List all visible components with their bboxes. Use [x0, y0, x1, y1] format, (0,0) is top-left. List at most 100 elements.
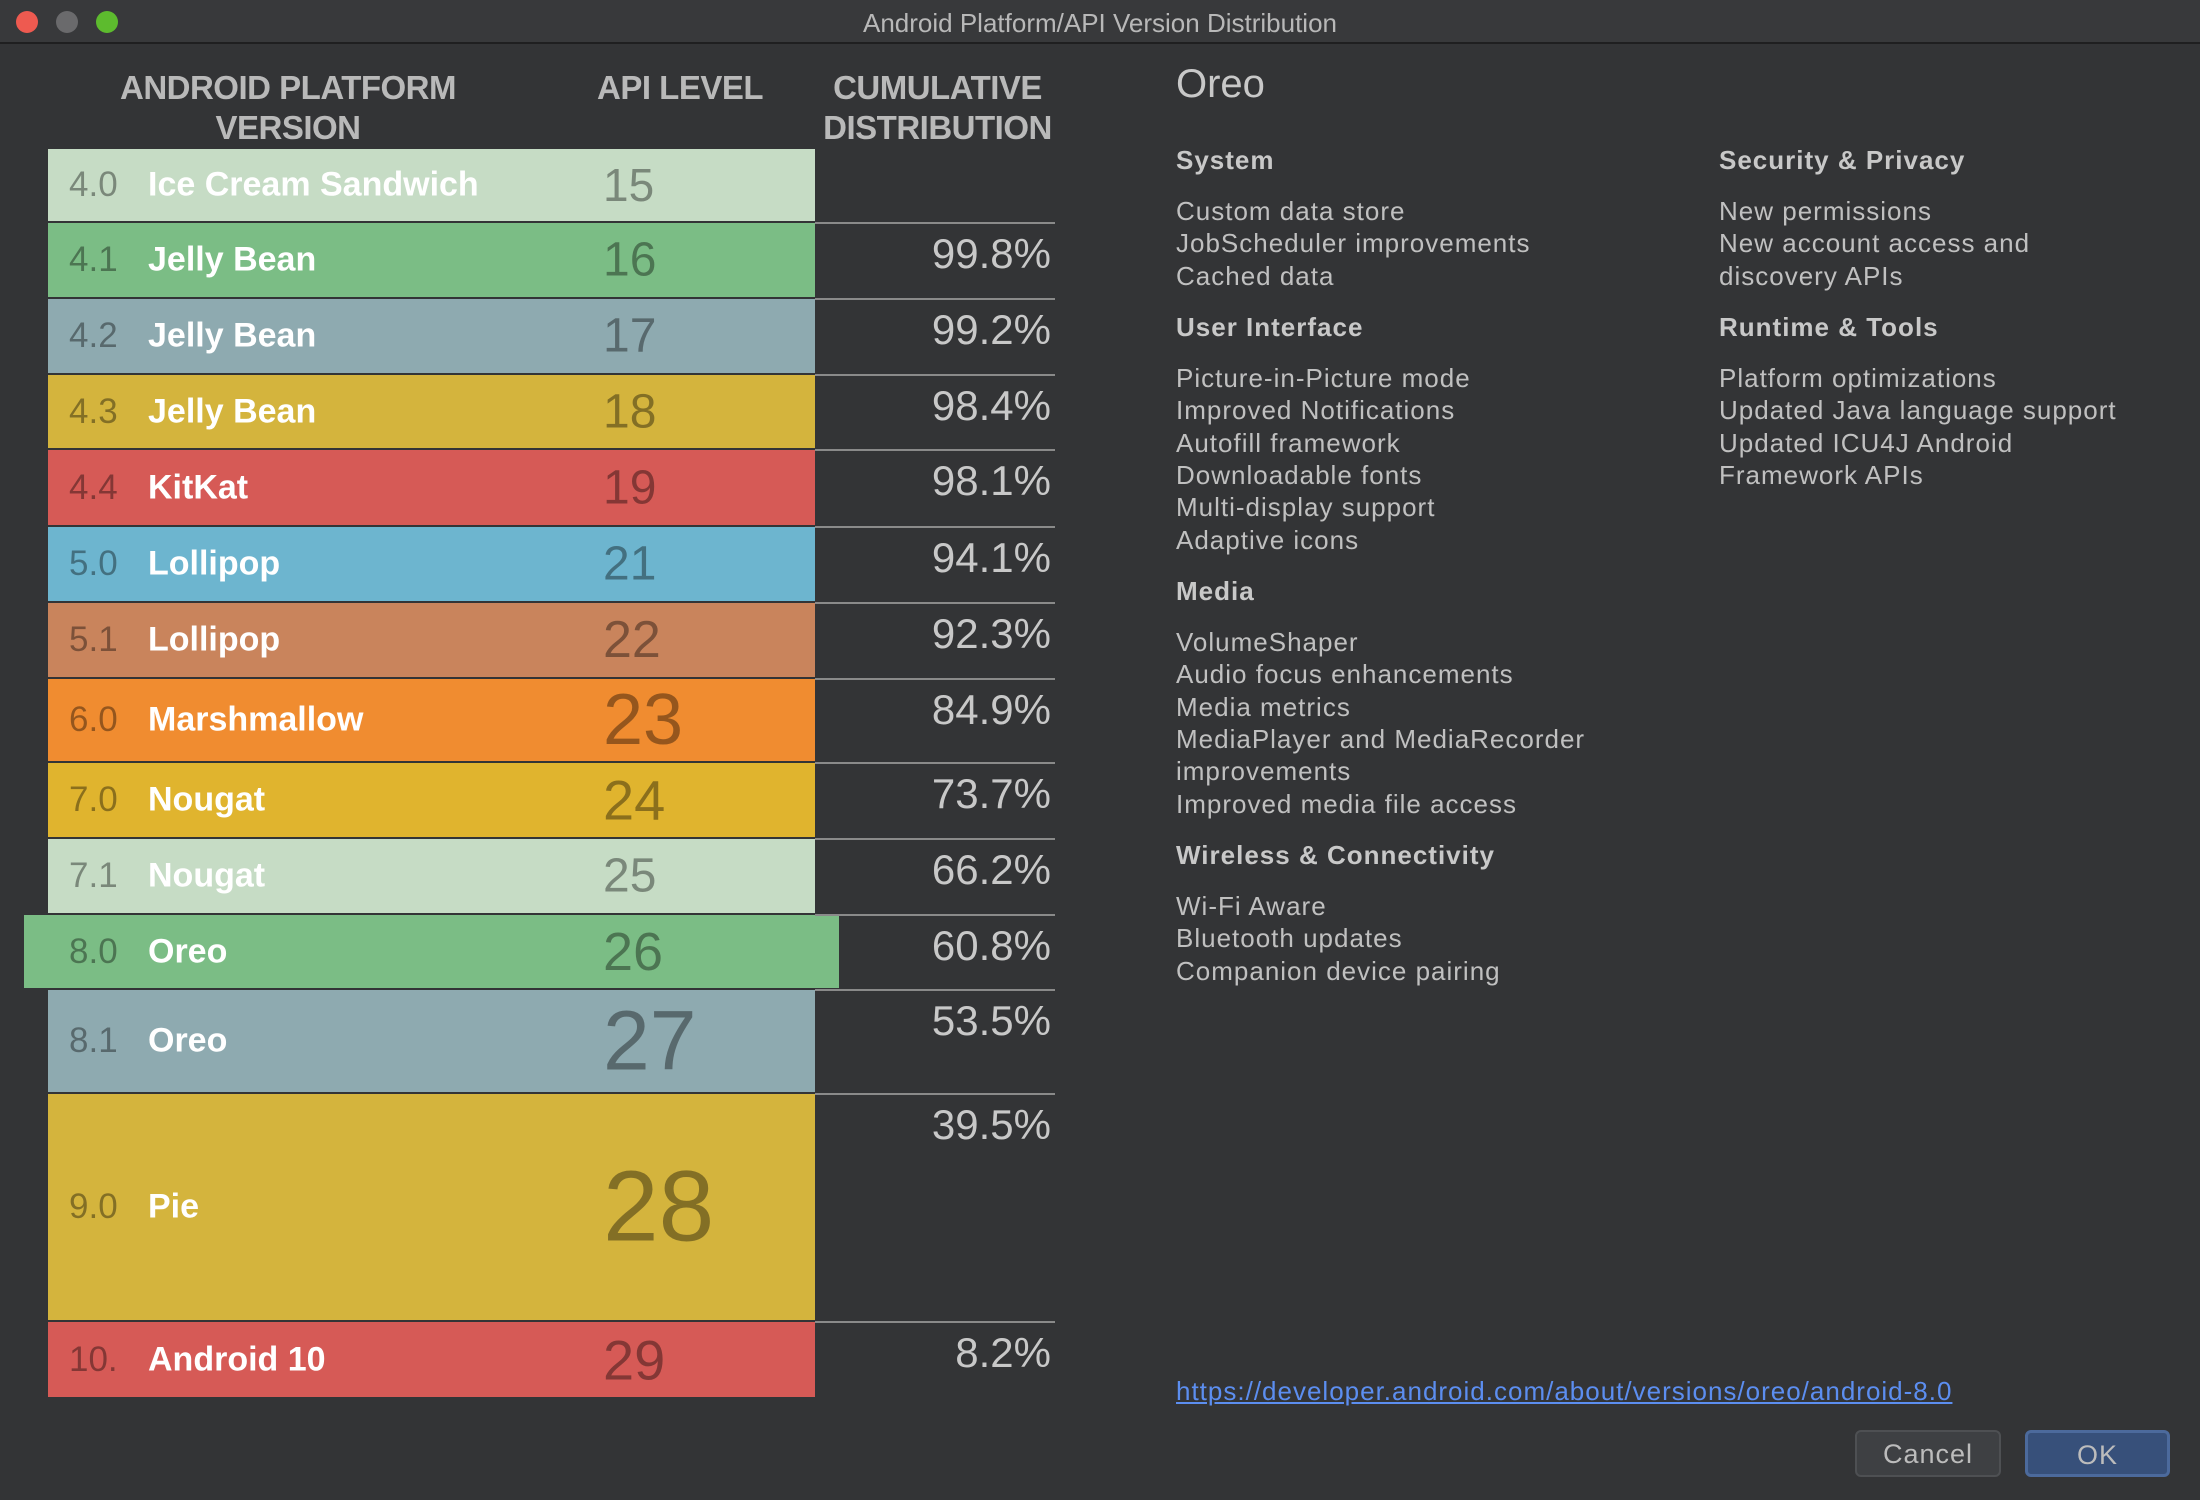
cancel-button[interactable]: Cancel — [1855, 1430, 2001, 1477]
version-name: Jelly Bean — [148, 392, 317, 430]
version-name: Lollipop — [148, 620, 281, 659]
version-row[interactable]: 5.0 Lollipop 21 — [48, 527, 815, 601]
ui-feature-item: Picture-in-Picture mode — [1176, 363, 1471, 393]
version-row[interactable]: 9.0 Pie 28 — [48, 1094, 815, 1320]
system-feature-item: JobScheduler improvements — [1176, 228, 1531, 259]
version-name: Lollipop — [148, 544, 281, 583]
api-level: 23 — [603, 680, 684, 760]
ui-feature-item: Adaptive icons — [1176, 524, 1360, 555]
media-feature-item: improvements — [1176, 756, 1352, 787]
version-number: 7.1 — [69, 856, 118, 895]
version-name: Jelly Bean — [148, 240, 317, 279]
ui-feature-item: Autofill framework — [1176, 427, 1401, 458]
cumulative-distribution: 60.8% — [815, 914, 1055, 970]
wireless-heading: Wireless & Connectivity — [1176, 840, 1495, 870]
version-number: 4.1 — [69, 240, 118, 279]
version-row[interactable]: 4.1 Jelly Bean 16 — [48, 223, 815, 297]
media-feature-item: Improved media file access — [1176, 788, 1518, 819]
media-feature-item: Media metrics — [1176, 691, 1351, 722]
api-level: 27 — [603, 993, 697, 1088]
wireless-feature-item: Bluetooth updates — [1176, 923, 1403, 954]
runtime-feature-item: Updated Java language support — [1719, 395, 2117, 426]
version-row[interactable]: 4.3 Jelly Bean 18 — [48, 375, 815, 448]
security-feature-item: New permissions — [1719, 196, 1932, 226]
api-level: 26 — [603, 921, 664, 982]
version-row[interactable]: 8.1 Oreo 27 — [48, 990, 815, 1092]
version-name: Ice Cream Sandwich — [148, 165, 479, 204]
cumulative-distribution: 84.9% — [815, 678, 1055, 734]
ui-feature-item: Multi-display support — [1176, 492, 1436, 523]
version-name: Oreo — [148, 932, 228, 970]
runtime-feature-item: Framework APIs — [1719, 459, 1924, 490]
version-row[interactable]: 7.1 Nougat 25 — [48, 839, 815, 913]
wireless-feature-item: Companion device pairing — [1176, 955, 1501, 986]
version-name: Marshmallow — [148, 700, 364, 739]
api-level: 16 — [603, 233, 657, 287]
version-name: KitKat — [148, 468, 249, 506]
security-heading: Security & Privacy — [1719, 145, 1966, 175]
close-window-button[interactable] — [16, 11, 38, 33]
cumulative-distribution: 8.2% — [815, 1321, 1055, 1377]
media-feature-item: VolumeShaper — [1176, 627, 1359, 657]
version-name: Pie — [148, 1187, 200, 1226]
version-row[interactable]: 4.4 KitKat 19 — [48, 450, 815, 525]
version-row[interactable]: 6.0 Marshmallow 23 — [48, 679, 815, 761]
api-level: 25 — [603, 849, 657, 903]
api-level: 29 — [603, 1328, 666, 1391]
version-row[interactable]: 10. Android 10 29 — [48, 1322, 815, 1397]
ok-button[interactable]: OK — [2025, 1430, 2170, 1477]
api-level: 24 — [603, 768, 666, 832]
window-title: Android Platform/API Version Distributio… — [863, 8, 1337, 38]
version-name: Android 10 — [148, 1340, 326, 1378]
cumulative-distribution: 99.2% — [815, 298, 1055, 354]
media-feature-item: Audio focus enhancements — [1176, 659, 1514, 690]
details-title: Oreo — [1176, 62, 1265, 106]
title-bar: Android Platform/API Version Distributio… — [0, 0, 2200, 44]
version-name: Jelly Bean — [148, 316, 317, 355]
header-cumulative: CUMULATIVE DISTRIBUTION — [823, 69, 1052, 146]
cumulative-distribution: 92.3% — [815, 602, 1055, 658]
docs-link[interactable]: https://developer.android.com/about/vers… — [1176, 1376, 1953, 1406]
wireless-feature-item: Wi-Fi Aware — [1176, 891, 1327, 921]
cumulative-distribution: 39.5% — [815, 1093, 1055, 1149]
version-name: Oreo — [148, 1021, 228, 1060]
minimize-window-button[interactable] — [56, 11, 78, 33]
cumulative-distribution: 53.5% — [815, 989, 1055, 1045]
cumulative-distribution: 94.1% — [815, 526, 1055, 582]
media-feature-item: MediaPlayer and MediaRecorder — [1176, 723, 1586, 754]
version-row[interactable]: 5.1 Lollipop 22 — [48, 603, 815, 677]
version-number: 10. — [69, 1339, 118, 1379]
version-number: 6.0 — [69, 700, 118, 739]
api-level: 18 — [603, 385, 657, 438]
cumulative-distribution: 73.7% — [815, 762, 1055, 818]
version-number: 8.0 — [69, 931, 118, 971]
version-row[interactable]: 8.0 Oreo 26 — [24, 915, 839, 988]
version-number: 4.0 — [69, 165, 118, 204]
security-feature-item: discovery APIs — [1719, 260, 1904, 291]
header-api-level: API LEVEL — [596, 69, 764, 106]
version-number: 4.4 — [69, 467, 118, 507]
cumulative-distribution: 99.8% — [815, 222, 1055, 278]
version-number: 9.0 — [69, 1187, 118, 1226]
version-row[interactable]: 4.2 Jelly Bean 17 — [48, 299, 815, 373]
system-feature-item: Custom data store — [1176, 196, 1406, 226]
cumulative-distribution: 98.1% — [815, 449, 1055, 505]
api-level: 19 — [603, 461, 657, 514]
api-level: 21 — [603, 537, 657, 591]
ui-heading: User Interface — [1176, 312, 1364, 342]
security-feature-item: New account access and — [1719, 228, 2031, 259]
version-name: Nougat — [148, 856, 266, 895]
maximize-window-button[interactable] — [96, 11, 118, 33]
version-number: 4.2 — [69, 316, 118, 355]
cumulative-distribution: 66.2% — [815, 838, 1055, 894]
runtime-heading: Runtime & Tools — [1719, 312, 1939, 342]
version-row[interactable]: 4.0 Ice Cream Sandwich 15 — [48, 149, 815, 221]
version-number: 8.1 — [69, 1021, 118, 1060]
cumulative-distribution: 98.4% — [815, 374, 1055, 430]
version-row[interactable]: 7.0 Nougat 24 — [48, 763, 815, 837]
version-number: 5.0 — [69, 544, 118, 583]
api-level: 22 — [603, 611, 661, 669]
version-number: 7.0 — [69, 780, 118, 819]
version-number: 4.3 — [69, 391, 118, 431]
system-heading: System — [1176, 145, 1275, 175]
